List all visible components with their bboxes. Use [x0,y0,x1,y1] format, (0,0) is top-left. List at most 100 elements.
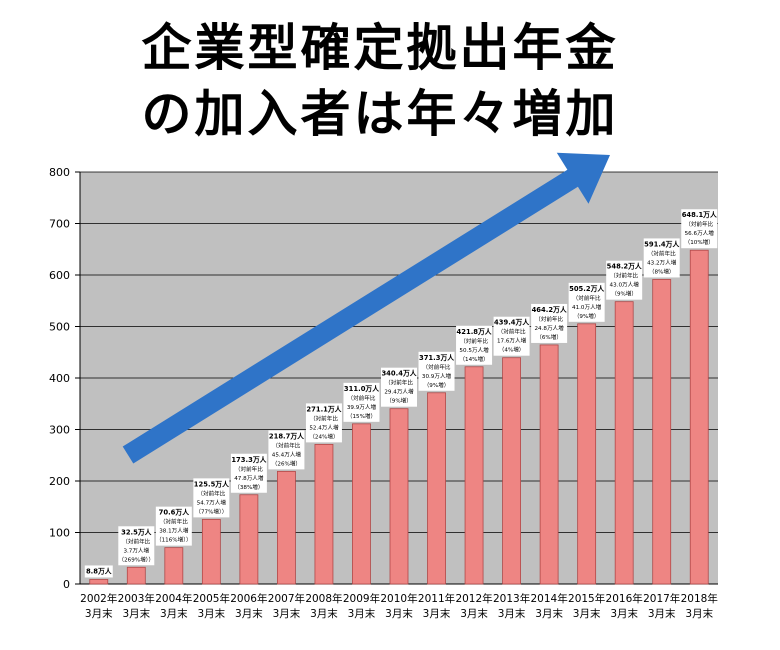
data-label: 52.4万人増 [309,423,339,431]
x-tick-label: 2004年 [155,592,192,605]
data-label-box [681,209,718,249]
data-label: 3.7万人増 [123,546,149,554]
data-label: 439.4万人 [494,318,529,327]
x-tick-label: 3月末 [460,607,488,620]
bar [352,423,371,585]
data-label: 32.5万人 [121,527,152,536]
data-label: 70.6万人 [159,508,190,517]
data-label: 548.2万人 [607,262,642,271]
bar [614,301,634,585]
data-label-box [84,565,113,578]
data-label-box [643,238,680,278]
x-tick-label: 2017年 [643,592,680,605]
bar [464,366,484,585]
data-label: 56.6万人増 [685,229,715,237]
data-label: （4%増） [499,346,525,354]
bar [389,408,409,585]
y-tick-label: 500 [49,321,70,334]
data-label: （対前年比 [460,337,488,345]
data-label: （対前年比 [235,465,263,473]
data-label: （14%増） [459,355,488,363]
upward-trend-arrow [122,152,610,464]
x-tick-label: 2006年 [230,592,267,605]
data-label: 24.8万人増 [534,324,564,332]
bar [577,323,597,585]
data-label: （対前年比 [423,363,451,371]
x-tick-label: 3月末 [573,607,601,620]
data-label: 125.5万人 [194,479,229,488]
data-label: （10%増） [685,238,714,246]
data-label: 45.4万人増 [272,450,302,458]
data-label: 505.2万人 [569,284,604,293]
data-label: 218.7万人 [269,431,304,440]
x-tick-label: 2007年 [268,592,305,605]
data-label-box [531,303,568,343]
data-label-box [155,506,192,546]
y-tick-label: 700 [49,218,70,231]
x-tick-label: 3月末 [685,607,713,620]
x-tick-label: 2012年 [455,592,492,605]
x-tick-label: 2009年 [343,592,380,605]
data-label: （対前年比 [685,220,713,228]
y-tick-label: 300 [49,424,70,437]
x-tick-label: 3月末 [498,607,526,620]
data-label: （269%増）） [119,555,155,563]
x-tick-label: 2016年 [606,592,643,605]
y-tick-label: 0 [63,578,70,591]
title-line-1: 企業型確定拠出年金 [141,19,619,77]
y-tick-label: 200 [49,475,70,488]
bar [239,494,259,585]
data-label: 38.1万人増 [159,527,189,535]
data-label: 340.4万人 [381,369,416,378]
x-tick-label: 2010年 [380,592,417,605]
y-tick-label: 600 [49,269,70,282]
data-label: 421.8万人 [457,327,492,336]
data-label: （9%増） [611,290,637,298]
y-tick-label: 100 [49,527,70,540]
data-label: （対前年比 [498,328,526,336]
data-label: 591.4万人 [644,239,679,248]
data-label: 173.3万人 [231,455,266,464]
data-label-box [456,325,493,365]
x-tick-label: 3月末 [385,607,413,620]
data-label-box [381,367,417,407]
x-tick-label: 3月末 [122,607,150,620]
y-tick-label: 800 [49,166,70,179]
data-label: 464.2万人 [532,305,567,314]
data-label: （26%増） [272,459,301,467]
bar [427,392,446,585]
x-tick-label: 3月末 [198,607,226,620]
x-tick-label: 3月末 [648,607,676,620]
data-label: 54.7万人増 [197,498,227,506]
data-label: （対前年比 [385,379,413,387]
data-label-box [305,403,342,443]
data-label: （対前年比 [197,489,225,497]
data-label: （24%増） [309,432,338,440]
data-label: （8%増） [649,267,675,275]
data-label: （9%増） [424,381,450,389]
data-label: （38%増） [234,483,263,491]
data-label: 8.8万人 [86,566,112,575]
x-tick-label: 3月末 [610,607,638,620]
x-tick-label: 3月末 [310,607,338,620]
data-label-box [418,351,455,391]
data-label: （対前年比 [160,518,188,526]
bar [89,579,109,585]
data-label: （対前年比 [310,414,338,422]
title-line-2: の加入者は年々増加 [141,85,619,143]
data-label: （77%増）） [195,507,227,515]
bar [277,470,296,585]
data-label: 311.0万人 [344,384,379,393]
data-label: （116%増）） [156,536,192,544]
data-label-box [493,316,530,356]
bar [126,566,146,585]
data-label: （対前年比 [347,394,375,402]
y-tick-label: 400 [49,372,70,385]
x-tick-label: 3月末 [423,607,451,620]
data-label: 43.2万人増 [647,258,677,266]
x-tick-label: 2018年 [681,592,718,605]
x-tick-label: 2011年 [418,592,455,605]
data-label: （15%増） [347,412,376,420]
data-label: 50.5万人増 [459,346,489,354]
